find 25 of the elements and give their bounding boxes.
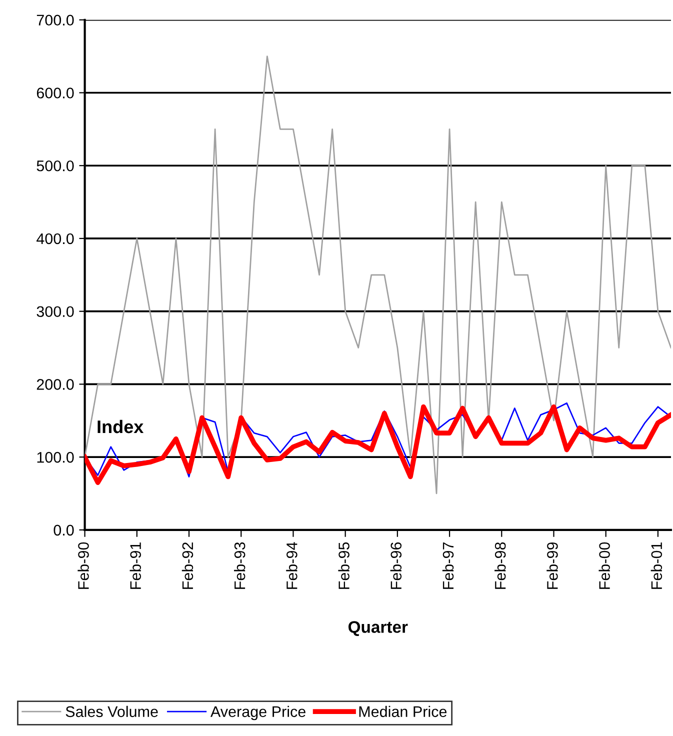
legend-label: Average Price [210,706,306,720]
x-tick-label: Feb-00 [598,542,610,589]
x-tick-label: Feb-98 [494,542,506,589]
x-tick-label: Feb-97 [442,542,454,589]
y-tick-label: 500.0 [36,160,74,172]
y-tick-label: 300.0 [36,306,74,318]
x-tick-label: Feb-90 [78,542,89,589]
x-tick-label: Feb-91 [130,542,142,589]
x-tick-label: Feb-99 [546,542,558,589]
x-tick-label: Feb-01 [650,542,662,589]
x-axis-title: Quarter [348,621,408,636]
x-tick-label: Feb-93 [234,542,246,589]
x-tick-label: Feb-94 [286,542,298,589]
legend-label: Median Price [359,706,447,718]
x-tick-label: Feb-96 [390,542,402,589]
y-tick-label: 0.0 [54,524,74,536]
y-tick-label: 700.0 [36,14,74,26]
y-tick-label: 600.0 [36,88,74,98]
y-tick-label: 200.0 [36,379,74,390]
annotation: Index [98,420,144,434]
y-tick-label: 400.0 [36,233,74,244]
legend-label: Sales Volume [66,706,158,718]
y-tick-label: 100.0 [37,452,74,463]
x-tick-label: Feb-92 [182,542,194,589]
x-tick-label: Feb-95 [338,542,350,589]
